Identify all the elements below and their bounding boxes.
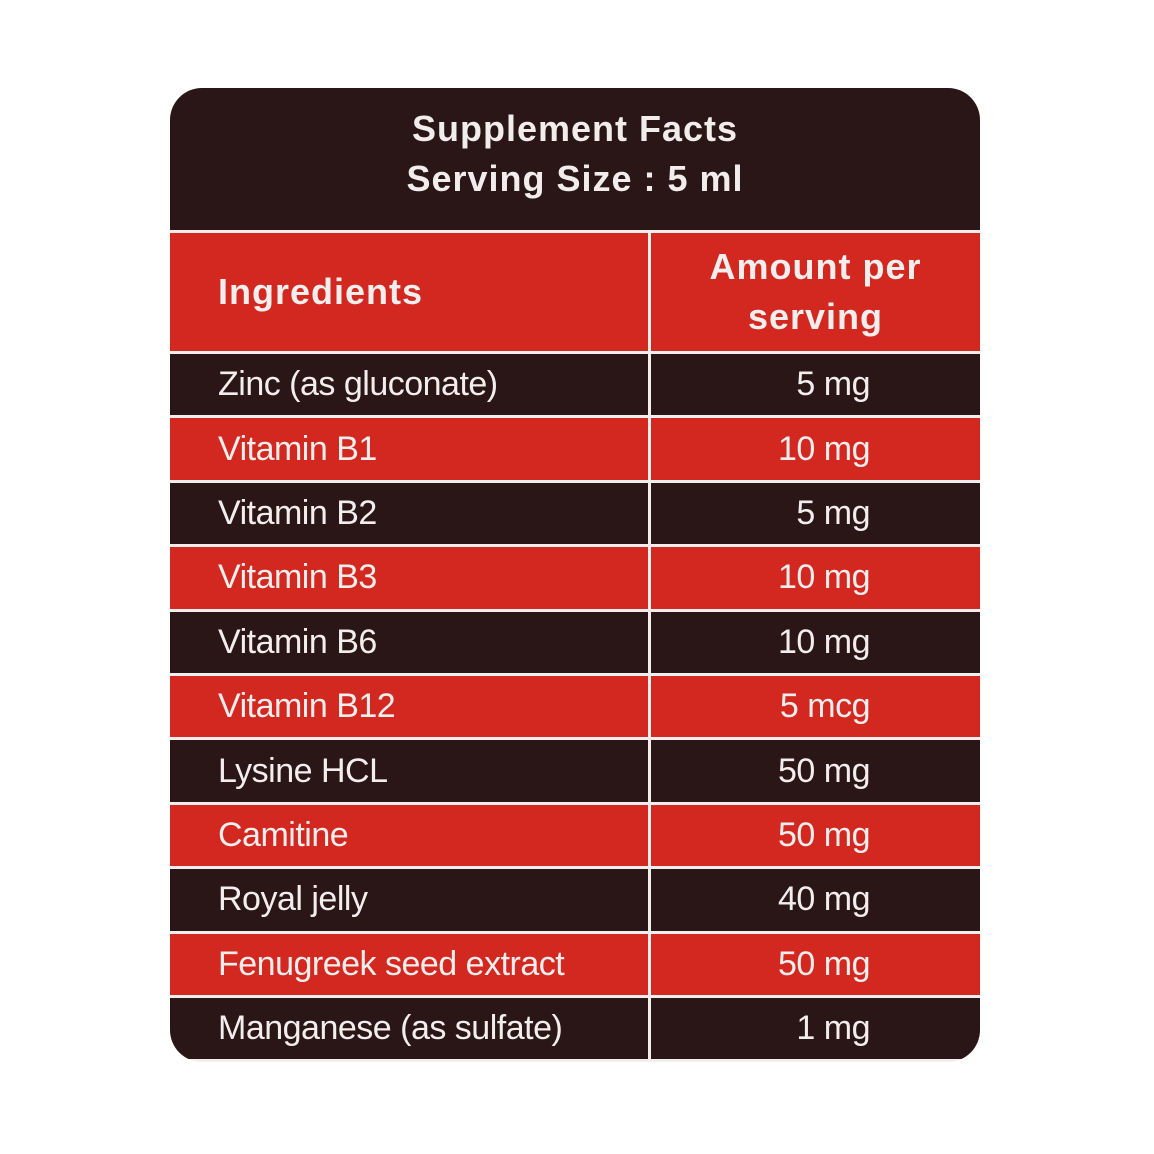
- ingredient: Manganese (as sulfate): [170, 998, 648, 1060]
- ingredient: Vitamin B6: [170, 611, 648, 673]
- ingredient: Vitamin B2: [170, 482, 648, 545]
- serving-size: Serving Size : 5 ml: [406, 158, 744, 199]
- header: Supplement Facts Serving Size : 5 ml: [170, 88, 980, 230]
- ingredient: Fenugreek seed extract: [170, 933, 648, 995]
- amount: 40 mg: [651, 869, 980, 931]
- amount: 5 mcg: [651, 676, 980, 738]
- ingredient: Lysine HCL: [170, 740, 648, 802]
- column-header: Amount per serving: [651, 233, 980, 351]
- ingredient: Vitamin B3: [170, 547, 648, 609]
- amount: 10 mg: [651, 611, 980, 673]
- amount: 5 mg: [651, 482, 980, 545]
- title: Supplement Facts: [411, 108, 739, 149]
- ingredient: Camitine: [170, 804, 648, 867]
- amount: 50 mg: [651, 933, 980, 995]
- amount: 5 mg: [651, 354, 980, 416]
- amount: 10 mg: [651, 418, 980, 480]
- supplement-facts-panel: Supplement Facts Serving Size : 5 ml Ing…: [170, 88, 980, 1062]
- ingredient: Zinc (as gluconate): [170, 354, 648, 416]
- ingredient: Royal jelly: [170, 869, 648, 931]
- ingredient: Vitamin B12: [170, 676, 648, 738]
- ingredient: Vitamin B1: [170, 418, 648, 480]
- amount: 10 mg: [651, 547, 980, 609]
- amount: 50 mg: [651, 804, 980, 867]
- amount: 50 mg: [651, 740, 980, 802]
- amount: 1 mg: [651, 998, 980, 1060]
- column-header: Ingredients: [170, 233, 648, 351]
